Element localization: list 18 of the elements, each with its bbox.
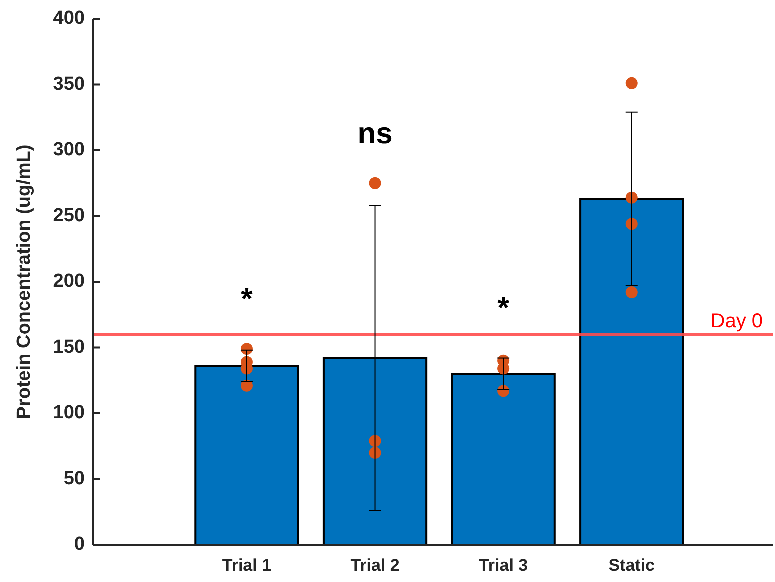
y-tick-label: 350 (53, 74, 85, 95)
y-tick-label: 100 (53, 402, 85, 424)
y-axis-title: Protein Concentration (ug/mL) (14, 144, 35, 420)
x-tick-label: Trial 3 (478, 556, 528, 575)
y-tick-label: 0 (74, 534, 85, 556)
y-tick-label: 50 (64, 468, 85, 490)
annotation: ns (358, 117, 393, 150)
x-tick-label: Trial 1 (222, 556, 272, 575)
y-tick-label: 250 (53, 205, 85, 226)
annotation: * (241, 282, 254, 316)
annotation: * (498, 292, 510, 326)
x-tick-label: Trial 2 (350, 556, 400, 575)
x-tick-label: Static (608, 556, 656, 575)
y-tick-label: 150 (53, 336, 85, 358)
ref-line-label: Day 0 (710, 310, 763, 333)
y-tick-label: 200 (53, 271, 85, 292)
y-tick-label: 400 (53, 8, 85, 30)
y-tick-label: 300 (53, 140, 85, 161)
